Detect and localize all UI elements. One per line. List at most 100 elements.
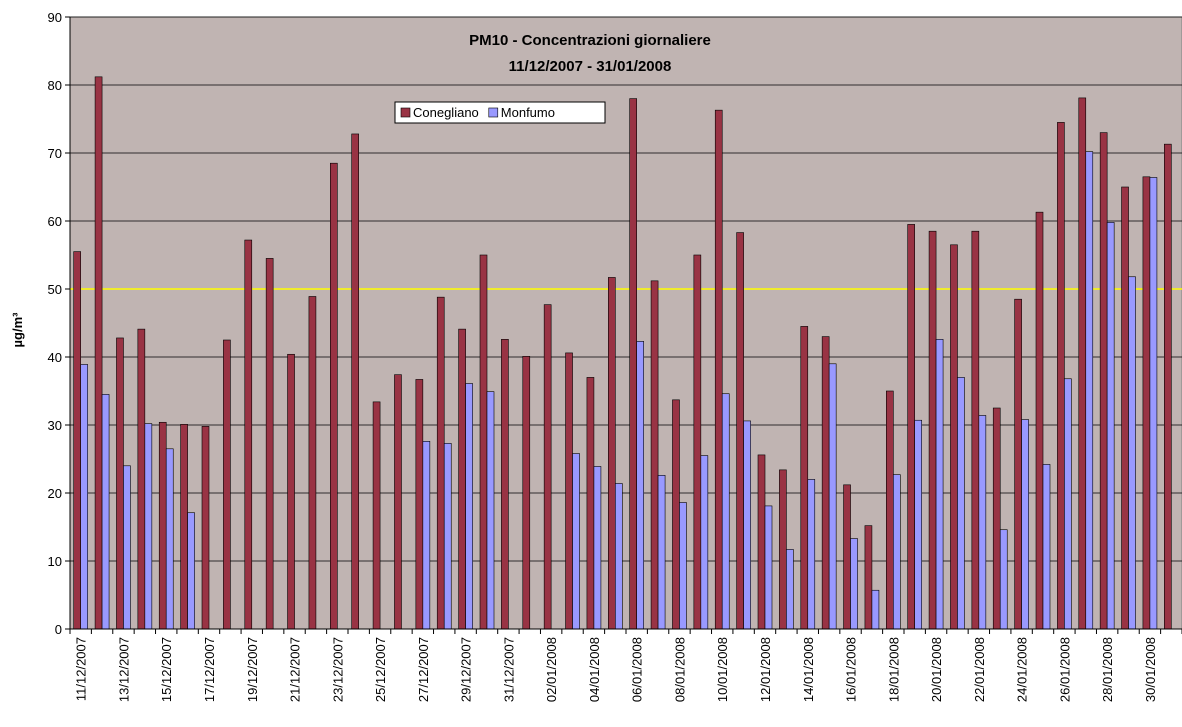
bar	[1128, 276, 1136, 630]
y-tick-label: 10	[48, 554, 62, 569]
x-tick-label: 18/01/2008	[886, 637, 901, 702]
x-tick-label: 02/01/2008	[544, 637, 559, 702]
bar	[1057, 122, 1065, 630]
x-tick-label: 21/12/2007	[288, 637, 303, 702]
bar	[165, 448, 174, 630]
x-tick-label: 15/12/2007	[159, 637, 174, 702]
bar	[1099, 132, 1108, 630]
bar	[244, 239, 253, 630]
y-tick-label: 70	[48, 146, 62, 161]
bar	[828, 363, 837, 630]
bar	[436, 296, 445, 630]
bar	[800, 326, 809, 630]
x-tick-label: 06/01/2008	[630, 637, 645, 702]
bar	[672, 399, 680, 630]
bar	[843, 484, 851, 630]
x-tick-label: 30/01/2008	[1143, 637, 1158, 702]
y-tick-label: 90	[48, 10, 62, 25]
x-tick-label: 29/12/2007	[459, 637, 474, 702]
bar	[1064, 378, 1072, 630]
bar	[522, 356, 531, 630]
bar	[657, 475, 666, 630]
bar	[714, 109, 723, 630]
bar	[351, 133, 359, 630]
bar	[786, 549, 794, 630]
y-tick-label: 0	[55, 622, 62, 637]
bar	[137, 328, 146, 630]
x-tick-label: 25/12/2007	[373, 637, 388, 702]
legend-label: Monfumo	[501, 105, 555, 120]
x-tick-label: 14/01/2008	[801, 637, 816, 702]
bar	[864, 525, 873, 630]
bar	[957, 377, 965, 630]
x-tick-label: 22/01/2008	[972, 637, 987, 702]
x-tick-label: 24/01/2008	[1015, 637, 1030, 702]
bar	[721, 393, 730, 630]
bar	[636, 341, 644, 630]
bar	[807, 479, 816, 630]
x-tick-label: 19/12/2007	[245, 637, 260, 702]
legend-swatch	[400, 107, 411, 118]
bar	[1021, 419, 1029, 630]
bar	[907, 224, 915, 630]
bar	[914, 419, 922, 630]
bar	[73, 251, 81, 630]
bar	[394, 374, 402, 630]
bar	[992, 407, 1001, 630]
bar	[935, 339, 944, 630]
bar	[971, 230, 980, 630]
bar	[615, 483, 623, 630]
x-tick-label: 12/01/2008	[758, 637, 773, 702]
y-tick-label: 50	[48, 282, 62, 297]
bar	[1014, 298, 1022, 630]
chart-title: PM10 - Concentrazioni giornaliere	[469, 32, 711, 49]
bar	[779, 469, 787, 630]
bar	[1149, 177, 1158, 630]
y-tick-label: 40	[48, 350, 62, 365]
bar	[1078, 97, 1087, 630]
bar	[608, 277, 616, 630]
x-tick-label: 10/01/2008	[715, 637, 730, 702]
bar	[886, 390, 894, 630]
bar	[94, 76, 103, 630]
bar	[1164, 143, 1172, 630]
bar	[101, 394, 110, 630]
bar	[201, 426, 210, 630]
bar	[144, 423, 153, 630]
legend-label: Conegliano	[413, 105, 479, 120]
bar	[1142, 176, 1151, 630]
bar	[330, 162, 338, 630]
bar	[187, 512, 195, 630]
bar	[123, 465, 131, 630]
bar	[764, 505, 773, 630]
bar	[80, 364, 88, 630]
bar	[543, 304, 552, 630]
bar	[821, 336, 830, 630]
bar	[893, 474, 901, 630]
bar	[479, 254, 488, 630]
bar	[1121, 186, 1129, 630]
y-tick-label: 30	[48, 418, 62, 433]
bar	[1035, 211, 1044, 630]
x-tick-label: 26/01/2008	[1057, 637, 1072, 702]
bar	[736, 232, 744, 630]
bar	[743, 420, 751, 630]
bar	[871, 589, 880, 630]
bar	[629, 98, 637, 630]
bar	[308, 296, 317, 630]
bar	[458, 328, 466, 630]
bar	[850, 538, 858, 630]
x-tick-label: 23/12/2007	[330, 637, 345, 702]
y-axis-label: µg/m³	[10, 312, 25, 348]
x-tick-label: 20/01/2008	[929, 637, 944, 702]
bar	[422, 441, 431, 630]
bar	[1106, 222, 1115, 630]
bar	[223, 339, 231, 630]
bar	[265, 258, 274, 630]
y-tick-label: 20	[48, 486, 62, 501]
bar	[415, 379, 424, 630]
bar	[593, 466, 602, 630]
bar	[586, 377, 595, 630]
bar	[565, 352, 573, 630]
